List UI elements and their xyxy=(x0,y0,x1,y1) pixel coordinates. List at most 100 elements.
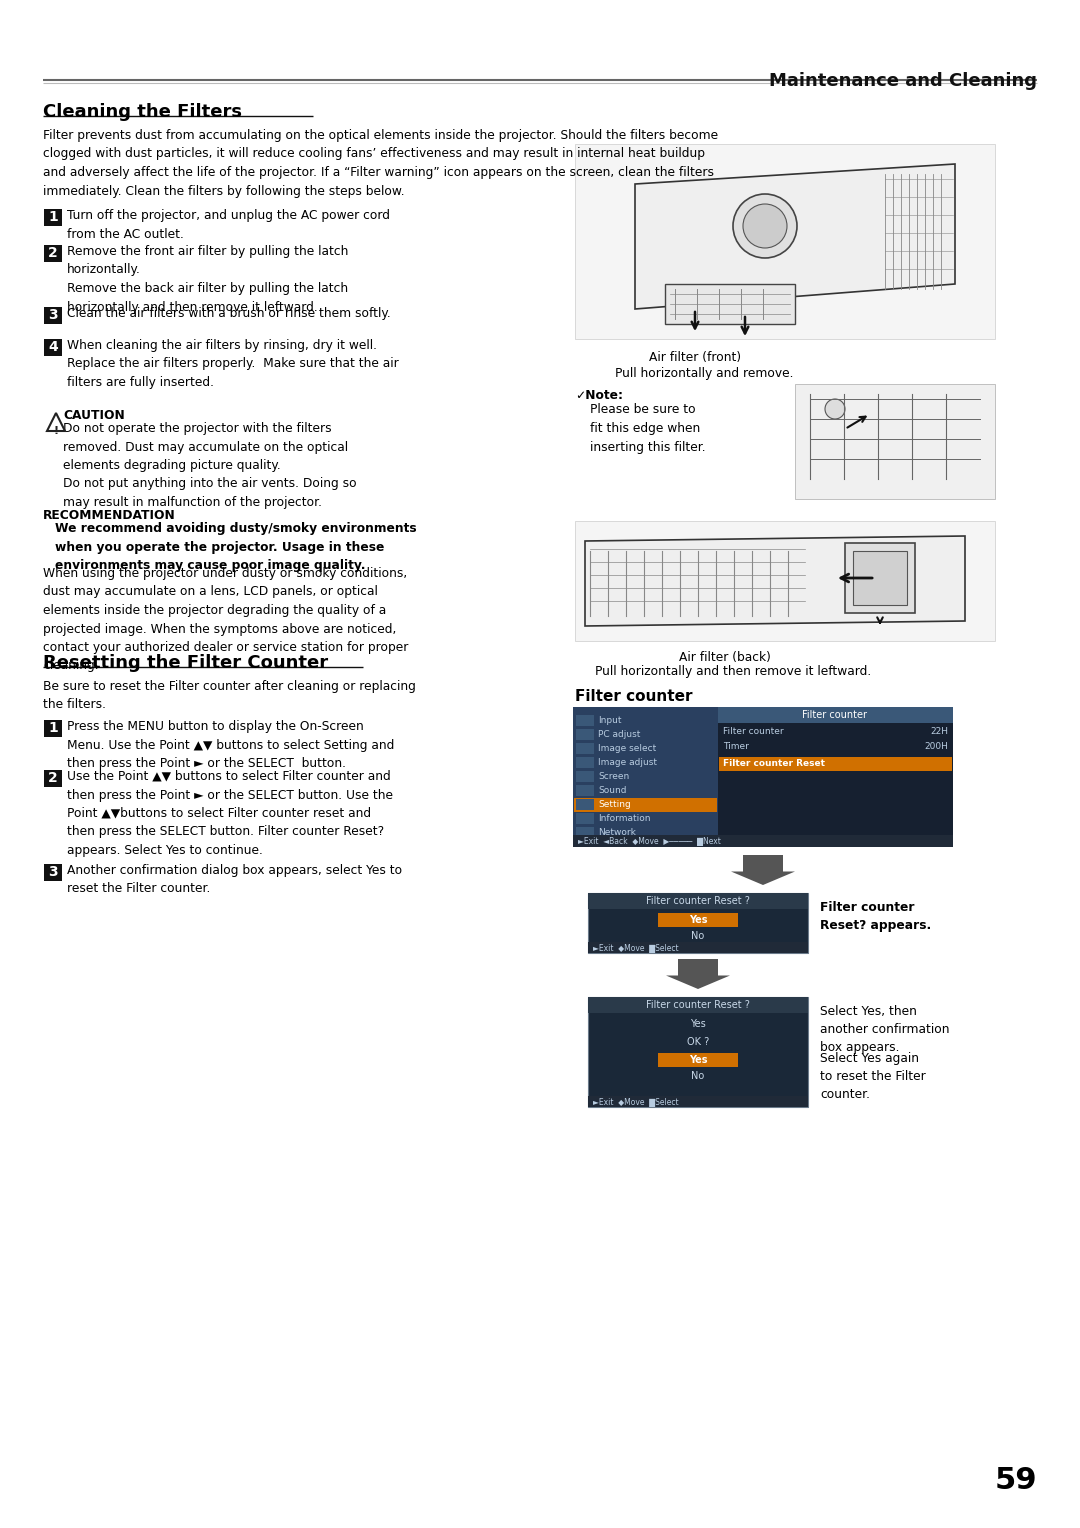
Text: Input: Input xyxy=(598,717,621,724)
Text: ►Exit  ◄Back  ◆Move  ▶─────  █Next: ►Exit ◄Back ◆Move ▶───── █Next xyxy=(578,837,720,847)
Text: 59: 59 xyxy=(995,1465,1037,1494)
Bar xyxy=(845,542,915,613)
Bar xyxy=(718,707,953,723)
Bar xyxy=(588,941,808,953)
Bar xyxy=(658,914,738,927)
Bar xyxy=(575,521,995,642)
Bar xyxy=(588,996,808,1106)
Text: Air filter (back): Air filter (back) xyxy=(679,651,771,665)
Bar xyxy=(588,892,808,953)
Text: Filter counter: Filter counter xyxy=(723,727,784,736)
Circle shape xyxy=(825,399,845,419)
Bar xyxy=(575,144,995,339)
Text: Timer: Timer xyxy=(723,743,748,750)
Bar xyxy=(576,743,594,753)
Bar xyxy=(665,284,795,324)
Bar xyxy=(576,785,594,796)
Polygon shape xyxy=(48,413,65,431)
Text: Pull horizontally and then remove it leftward.: Pull horizontally and then remove it lef… xyxy=(595,665,872,678)
Bar xyxy=(658,1053,738,1067)
Text: Filter counter: Filter counter xyxy=(802,711,867,720)
Text: Press the MENU button to display the On-Screen
Menu. Use the Point ▲▼ buttons to: Press the MENU button to display the On-… xyxy=(67,720,394,770)
Bar xyxy=(588,1096,808,1106)
Bar xyxy=(44,209,62,226)
Polygon shape xyxy=(666,960,730,989)
Text: Filter prevents dust from accumulating on the optical elements inside the projec: Filter prevents dust from accumulating o… xyxy=(43,128,718,197)
Circle shape xyxy=(743,205,787,248)
Text: 4: 4 xyxy=(49,341,58,354)
Text: 22H: 22H xyxy=(930,727,948,736)
Text: Select Yes again
to reset the Filter
counter.: Select Yes again to reset the Filter cou… xyxy=(820,1051,926,1102)
Text: Pull horizontally and remove.: Pull horizontally and remove. xyxy=(615,367,794,380)
Bar xyxy=(573,707,718,847)
Text: RECOMMENDATION: RECOMMENDATION xyxy=(43,509,176,523)
Text: Filter counter Reset ?: Filter counter Reset ? xyxy=(646,999,750,1010)
Text: Yes: Yes xyxy=(690,1019,706,1028)
Text: Network: Network xyxy=(598,828,636,837)
Bar xyxy=(44,339,62,356)
Text: Image select: Image select xyxy=(598,744,657,753)
Text: Sound: Sound xyxy=(598,785,626,795)
Bar xyxy=(576,827,594,837)
Polygon shape xyxy=(731,856,795,885)
Bar xyxy=(718,707,953,847)
Bar xyxy=(573,834,953,847)
Text: 2: 2 xyxy=(49,246,58,260)
Text: OK ?: OK ? xyxy=(687,1038,710,1047)
Text: CAUTION: CAUTION xyxy=(63,410,125,422)
Text: Do not operate the projector with the filters
removed. Dust may accumulate on th: Do not operate the projector with the fi… xyxy=(63,422,356,509)
Circle shape xyxy=(733,194,797,258)
Text: Turn off the projector, and unplug the AC power cord
from the AC outlet.: Turn off the projector, and unplug the A… xyxy=(67,209,390,240)
Text: Maintenance and Cleaning: Maintenance and Cleaning xyxy=(769,72,1037,90)
Bar xyxy=(795,384,995,500)
Bar xyxy=(576,715,594,726)
Text: ✓Note:: ✓Note: xyxy=(575,390,623,402)
Bar xyxy=(44,863,62,882)
Bar xyxy=(588,996,808,1013)
Text: When cleaning the air filters by rinsing, dry it well.
Replace the air filters p: When cleaning the air filters by rinsing… xyxy=(67,339,399,390)
Text: Filter counter Reset: Filter counter Reset xyxy=(723,759,825,769)
Text: ►Exit  ◆Move  █Select: ►Exit ◆Move █Select xyxy=(593,1099,678,1106)
Bar xyxy=(853,552,907,605)
Text: Screen: Screen xyxy=(598,772,630,781)
Text: Yes: Yes xyxy=(689,1054,707,1065)
Text: 2: 2 xyxy=(49,772,58,785)
Text: Filter counter: Filter counter xyxy=(575,689,692,704)
Text: Air filter (front): Air filter (front) xyxy=(649,351,741,364)
Text: Filter counter
Reset? appears.: Filter counter Reset? appears. xyxy=(820,902,931,932)
Bar xyxy=(573,798,717,811)
Text: Please be sure to
fit this edge when
inserting this filter.: Please be sure to fit this edge when ins… xyxy=(590,403,705,454)
Text: 1: 1 xyxy=(49,721,58,735)
Bar xyxy=(576,756,594,769)
Bar xyxy=(576,772,594,782)
Text: !: ! xyxy=(53,426,58,435)
Text: Cleaning the Filters: Cleaning the Filters xyxy=(43,102,242,121)
Text: Setting: Setting xyxy=(598,801,631,808)
Text: 3: 3 xyxy=(49,865,58,879)
Text: No: No xyxy=(691,1071,704,1080)
Text: Use the Point ▲▼ buttons to select Filter counter and
then press the Point ► or : Use the Point ▲▼ buttons to select Filte… xyxy=(67,770,393,857)
Bar xyxy=(576,799,594,810)
Text: Be sure to reset the Filter counter after cleaning or replacing
the filters.: Be sure to reset the Filter counter afte… xyxy=(43,680,416,712)
Bar xyxy=(576,729,594,740)
Text: We recommend avoiding dusty/smoky environments
when you operate the projector. U: We recommend avoiding dusty/smoky enviro… xyxy=(55,523,417,571)
Text: No: No xyxy=(691,931,704,941)
Text: Information: Information xyxy=(598,814,650,824)
Text: Select Yes, then
another confirmation
box appears.: Select Yes, then another confirmation bo… xyxy=(820,1005,949,1054)
Bar xyxy=(44,720,62,736)
Text: Image adjust: Image adjust xyxy=(598,758,657,767)
Bar xyxy=(588,892,808,909)
Text: Yes: Yes xyxy=(689,915,707,924)
Bar xyxy=(576,813,594,824)
Text: When using the projector under dusty or smoky conditions,
dust may accumulate on: When using the projector under dusty or … xyxy=(43,567,408,672)
Polygon shape xyxy=(585,536,966,626)
Text: ►Exit  ◆Move  █Select: ►Exit ◆Move █Select xyxy=(593,944,678,953)
Text: 1: 1 xyxy=(49,209,58,225)
Text: Another confirmation dialog box appears, select Yes to
reset the Filter counter.: Another confirmation dialog box appears,… xyxy=(67,863,402,895)
Text: Filter counter Reset ?: Filter counter Reset ? xyxy=(646,895,750,906)
Bar xyxy=(719,756,951,772)
Polygon shape xyxy=(635,163,955,309)
Text: Remove the front air filter by pulling the latch
horizontally.
Remove the back a: Remove the front air filter by pulling t… xyxy=(67,244,349,313)
Text: 200H: 200H xyxy=(924,743,948,750)
Bar xyxy=(44,770,62,787)
